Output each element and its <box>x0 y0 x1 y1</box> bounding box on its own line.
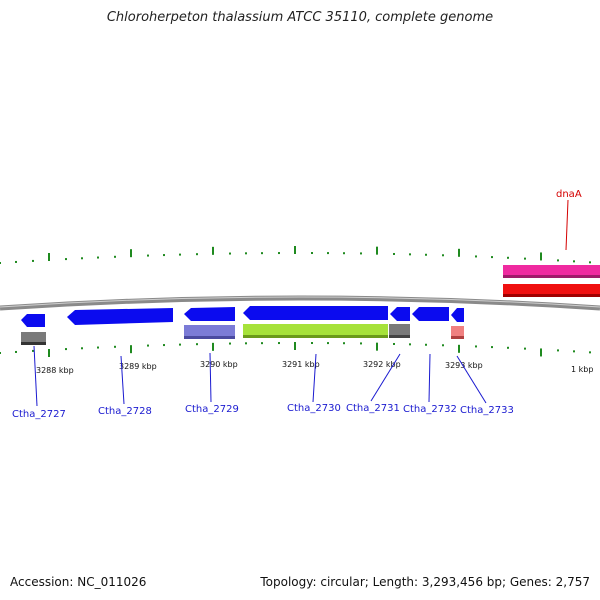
genome-backbone-highlight <box>0 296 600 308</box>
kbp-label-3289: 3289 kbp <box>119 362 157 371</box>
gene-label-ctha-2728[interactable]: Ctha_2728 <box>98 406 152 417</box>
accession-text: Accession: NC_011026 <box>10 575 147 589</box>
genome-summary-text: Topology: circular; Length: 3,293,456 bp… <box>260 575 590 589</box>
kbp-label-3290: 3290 kbp <box>200 360 238 369</box>
cds-arrow-ctha-2730[interactable] <box>243 306 388 320</box>
dnaA-feature-magenta[interactable] <box>503 265 600 278</box>
misc-box-ctha-2730-shade <box>243 335 388 338</box>
scale-ticks <box>0 246 591 358</box>
kbp-label-3293: 3293 kbp <box>445 361 483 370</box>
gene-label-ctha-2727[interactable]: Ctha_2727 <box>12 409 66 420</box>
gene-label-ctha-2730[interactable]: Ctha_2730 <box>287 403 341 414</box>
misc-box-ctha-2730[interactable] <box>243 324 388 338</box>
cds-arrow-ctha-2727[interactable] <box>21 314 45 327</box>
kbp-label-3292: 3292 kbp <box>363 360 401 369</box>
gene-box-ctha-2731[interactable] <box>389 324 410 338</box>
kbp-label-1: 1 kbp <box>571 365 593 374</box>
misc-box-ctha-2729[interactable] <box>184 325 235 339</box>
dnaA-leader-line <box>565 199 569 251</box>
gene-label-ctha-2729[interactable]: Ctha_2729 <box>185 404 239 415</box>
gene-label-ctha-2733[interactable]: Ctha_2733 <box>460 405 514 416</box>
gene-box-ctha-2731-shade <box>389 335 410 338</box>
gene-box-ctha-2727[interactable] <box>21 332 46 345</box>
dnaA-feature-magenta-shade <box>503 275 600 278</box>
gene-box-ctha-2727-shade <box>21 342 46 345</box>
gene-leader-lines <box>33 345 487 407</box>
genome-title: Chloroherpeton thalassium ATCC 35110, co… <box>106 10 494 25</box>
dnaA-feature-red[interactable] <box>503 284 600 297</box>
cds-arrow-ctha-2733[interactable] <box>451 308 464 322</box>
misc-box-ctha-2733[interactable] <box>451 326 464 339</box>
kbp-label-3291: 3291 kbp <box>282 360 320 369</box>
cds-arrow-ctha-2728[interactable] <box>67 308 173 325</box>
misc-box-ctha-2733-shade <box>451 336 464 339</box>
gene-label-ctha-2731[interactable]: Ctha_2731 <box>346 403 400 414</box>
misc-box-ctha-2729-shade <box>184 336 235 339</box>
genome-backbone <box>0 295 600 311</box>
gene-label-dnaA[interactable]: dnaA <box>556 189 582 200</box>
cds-arrow-ctha-2729[interactable] <box>184 307 235 321</box>
kbp-label-3288: 3288 kbp <box>36 366 74 375</box>
gene-label-ctha-2732[interactable]: Ctha_2732 <box>403 404 457 415</box>
cds-arrow-ctha-2731[interactable] <box>390 307 410 321</box>
dnaA-feature-red-shade <box>503 294 600 297</box>
cds-arrow-ctha-2732[interactable] <box>412 307 449 321</box>
